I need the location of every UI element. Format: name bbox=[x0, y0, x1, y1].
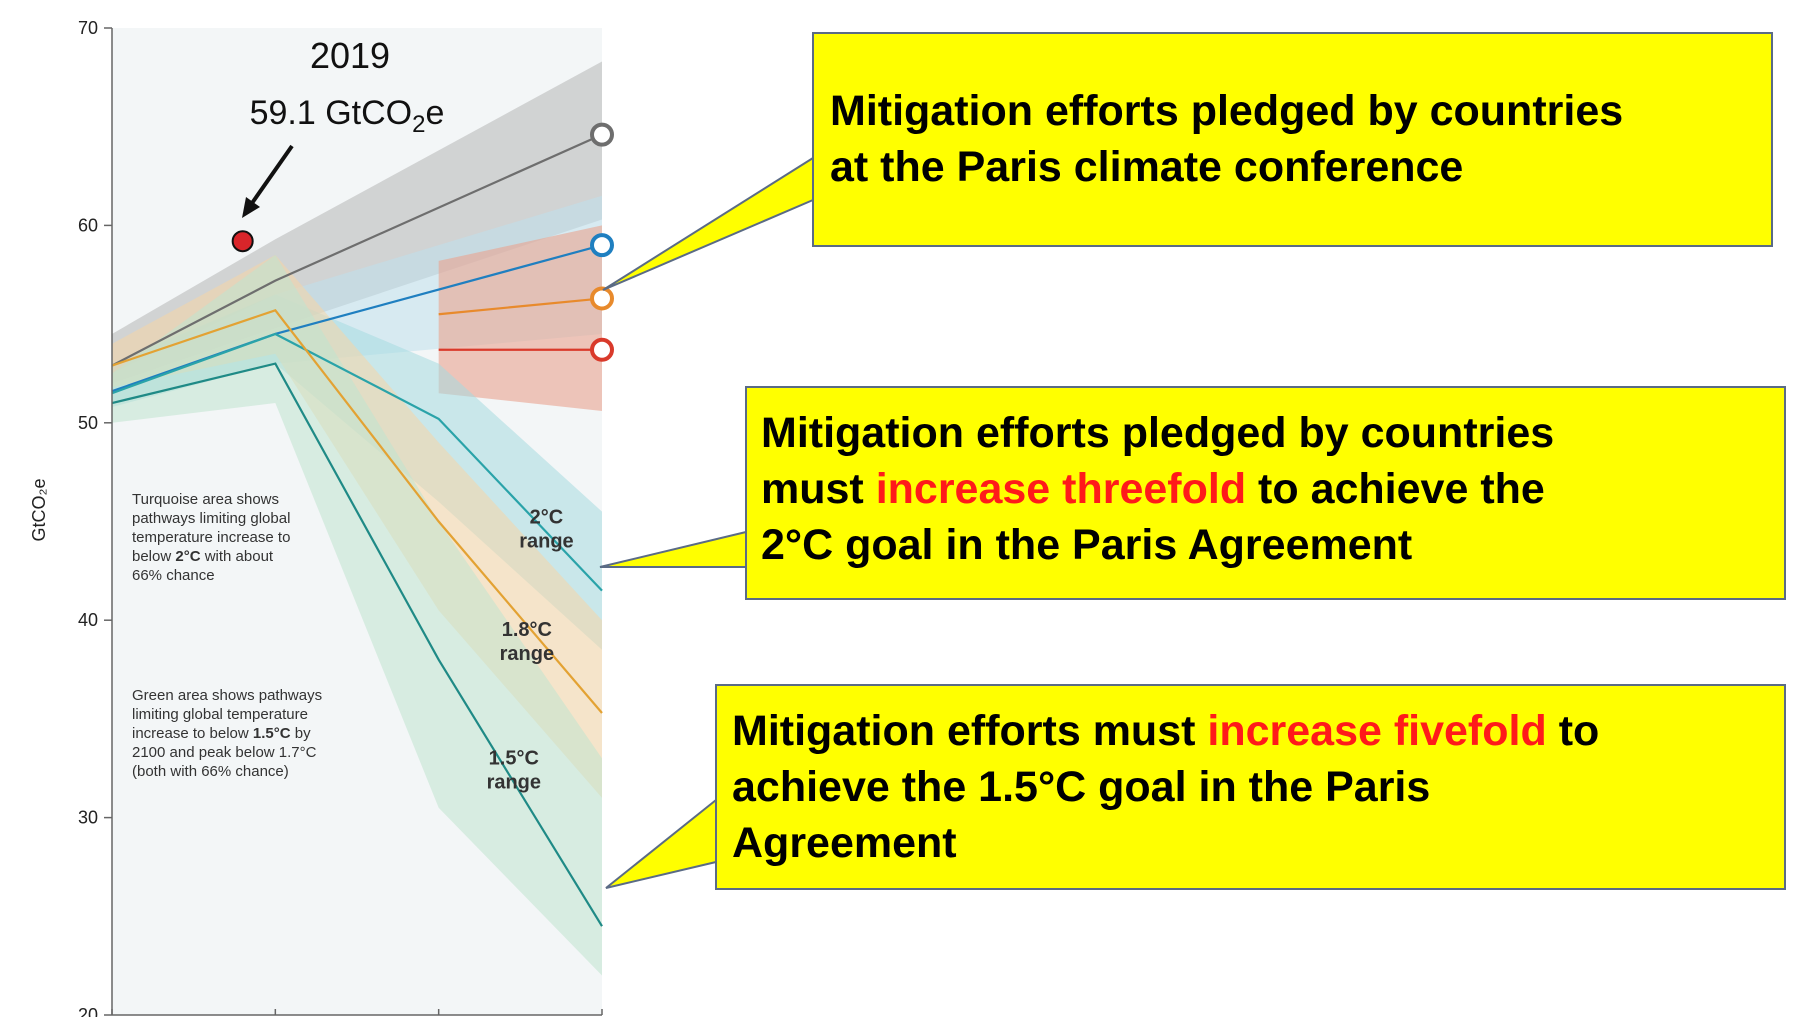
end-marker-conditional bbox=[590, 286, 614, 311]
markers-layer bbox=[231, 122, 614, 362]
series-line-conditional bbox=[438, 297, 603, 316]
callout-3-line-3: Agreement bbox=[732, 818, 957, 867]
callout-3-line-1: Mitigation efforts must increase fivefol… bbox=[732, 704, 1768, 760]
end-marker-baseline bbox=[590, 122, 614, 147]
series-line-2c bbox=[111, 332, 603, 592]
series-line-1-8c bbox=[111, 308, 603, 714]
annotation-arrow bbox=[242, 144, 294, 218]
callout-3-text: Mitigation efforts must bbox=[732, 707, 1208, 755]
y-tick-label: 70 bbox=[78, 18, 98, 38]
callout-pointers bbox=[599, 157, 814, 889]
end-marker-unconditional bbox=[590, 233, 614, 258]
range-label-1-8c: 1.8°C range bbox=[500, 619, 554, 665]
band-1-8c-band bbox=[112, 255, 602, 798]
series-line-1-5c bbox=[111, 362, 603, 927]
callout-2-pointer bbox=[599, 531, 747, 568]
callout-2-line-3: 2°C goal in the Paris Agreement bbox=[761, 520, 1413, 569]
series-line-baseline bbox=[111, 133, 603, 367]
y-tick-label: 50 bbox=[78, 413, 98, 433]
callout-fivefold: Mitigation efforts must increase fivefol… bbox=[715, 684, 1786, 890]
callout-1-line-2: at the Paris climate conference bbox=[830, 142, 1464, 191]
band-1-5c-band bbox=[112, 255, 602, 976]
callout-2-line-1: Mitigation efforts pledged by countries bbox=[761, 409, 1555, 457]
end-marker-conditional-2 bbox=[590, 337, 614, 362]
turquoise-note: Turquoise area shows pathways limiting gl… bbox=[132, 491, 290, 584]
callout-3-pointer bbox=[605, 799, 717, 889]
callout-1-pointer bbox=[602, 157, 814, 291]
y-tick-label: 40 bbox=[78, 610, 98, 630]
y-tick-label: 60 bbox=[78, 215, 98, 235]
range-labels: 2°C range 1.8°C range 1.5°C range bbox=[487, 506, 574, 793]
green-note: Green area shows pathways limiting global… bbox=[132, 687, 322, 780]
y-tick-label: 20 bbox=[78, 1005, 98, 1017]
point-2019 bbox=[231, 230, 254, 253]
callout-2-highlight: increase threefold bbox=[875, 464, 1247, 513]
axes-layer: 20 30 40 50 60 70 bbox=[78, 18, 603, 1017]
callout-2-text: must bbox=[761, 464, 876, 513]
range-label-1-5c: 1.5°C range bbox=[487, 747, 541, 793]
callout-3-highlight: increase fivefold bbox=[1207, 707, 1547, 755]
y-tick-label: 30 bbox=[78, 808, 98, 828]
lines-layer bbox=[111, 133, 603, 927]
callout-paris-pledges: Mitigation efforts pledged by countries … bbox=[812, 32, 1773, 247]
annotation-value: 59.1 GtCO2e bbox=[250, 94, 445, 138]
range-label-2c: 2°C range bbox=[519, 506, 573, 552]
callout-threefold: Mitigation efforts pledged by countries … bbox=[745, 386, 1786, 600]
callout-3-text-b: to bbox=[1546, 707, 1600, 755]
callout-1-line-1: Mitigation efforts pledged by countries bbox=[830, 87, 1624, 135]
y-axis-label: GtCO₂e bbox=[29, 479, 49, 542]
annotation-year: 2019 bbox=[310, 35, 390, 76]
callout-3-line-2: achieve the 1.5°C goal in the Paris bbox=[732, 762, 1431, 811]
callout-2-line-2: must increase threefold to achieve the bbox=[761, 462, 1768, 518]
band-conditional-band bbox=[438, 225, 602, 411]
callout-2-text-b: to achieve the bbox=[1246, 464, 1545, 513]
